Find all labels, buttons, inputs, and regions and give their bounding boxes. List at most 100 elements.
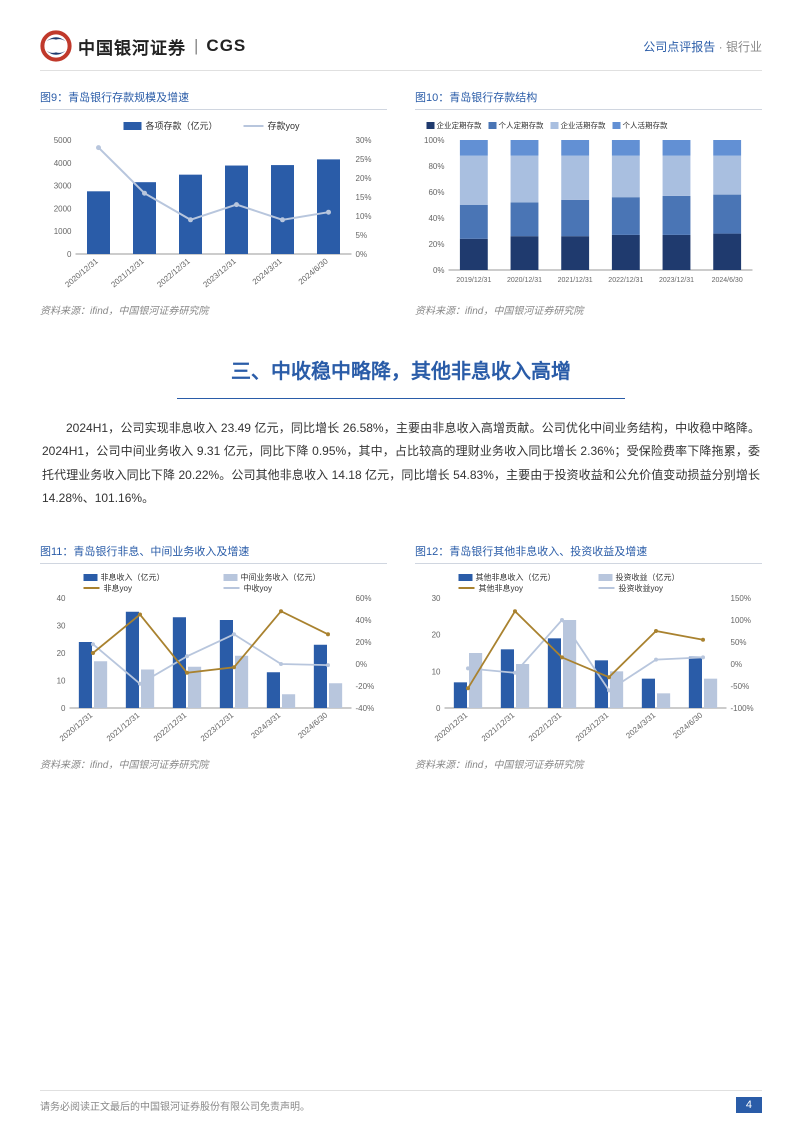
svg-text:个人定期存款: 个人定期存款 [499, 120, 544, 130]
chart10-title: 图10：青岛银行存款结构 [415, 89, 762, 110]
svg-text:150%: 150% [731, 594, 751, 603]
svg-text:2020/12/31: 2020/12/31 [63, 256, 100, 289]
svg-text:2021/12/31: 2021/12/31 [105, 710, 142, 743]
report-type: 公司点评报告 [643, 40, 715, 54]
svg-text:2024/6/30: 2024/6/30 [712, 277, 743, 284]
page-number: 4 [736, 1097, 762, 1113]
svg-text:5%: 5% [356, 231, 368, 240]
svg-text:20%: 20% [428, 240, 444, 249]
svg-text:2023/12/31: 2023/12/31 [201, 256, 238, 289]
svg-text:100%: 100% [731, 616, 751, 625]
chart10-svg: 企业定期存款 个人定期存款 企业活期存款 个人活期存款 0% 20% 40% 60% 80% 10… [415, 118, 762, 298]
svg-text:50%: 50% [731, 638, 747, 647]
svg-text:2024/3/31: 2024/3/31 [251, 256, 284, 286]
svg-text:10%: 10% [356, 212, 372, 221]
svg-text:非息yoy: 非息yoy [104, 583, 132, 593]
svg-text:0%: 0% [356, 660, 368, 669]
logo-text: 中国银河证券 [78, 34, 186, 59]
svg-text:60%: 60% [428, 188, 444, 197]
svg-text:企业活期存款: 企业活期存款 [561, 120, 606, 130]
chart11-title: 图11：青岛银行非息、中间业务收入及增速 [40, 543, 387, 564]
svg-text:30: 30 [57, 621, 66, 630]
logo-separator: | [194, 36, 198, 56]
svg-text:企业定期存款: 企业定期存款 [437, 120, 482, 130]
chart11-source: 资料来源：ifind，中国银河证券研究院 [40, 756, 387, 771]
svg-text:20: 20 [57, 649, 66, 658]
svg-text:2024/3/31: 2024/3/31 [249, 710, 282, 740]
logo-area: 中国银河证券 | CGS [40, 30, 246, 62]
chart11-box: 图11：青岛银行非息、中间业务收入及增速 非息收入（亿元）中间业务收入（亿元）非… [40, 543, 387, 771]
svg-text:各项存款（亿元）: 各项存款（亿元） [146, 120, 218, 131]
svg-text:-40%: -40% [356, 704, 375, 713]
svg-text:投资收益yoy: 投资收益yoy [619, 583, 663, 593]
logo-cgs: CGS [206, 36, 246, 56]
chart9-svg: 各项存款（亿元）存款yoy0100020003000400050000%5%10… [40, 118, 387, 298]
chart12-box: 图12：青岛银行其他非息收入、投资收益及增速 其他非息收入（亿元） 投资收益（亿元… [415, 543, 762, 771]
svg-text:0%: 0% [433, 266, 445, 275]
svg-text:投资收益（亿元）: 投资收益（亿元） [616, 572, 680, 582]
svg-text:非息收入（亿元）: 非息收入（亿元） [101, 572, 165, 582]
svg-text:4000: 4000 [54, 159, 72, 168]
svg-text:15%: 15% [356, 193, 372, 202]
svg-text:2020/12/31: 2020/12/31 [58, 710, 95, 743]
svg-text:-50%: -50% [731, 682, 750, 691]
svg-text:80%: 80% [428, 162, 444, 171]
svg-text:40: 40 [57, 594, 66, 603]
section-title: 三、中收稳中略降，其他非息收入高增 [231, 355, 571, 384]
svg-text:2021/12/31: 2021/12/31 [558, 277, 593, 284]
svg-text:0%: 0% [356, 250, 368, 259]
section-underline [177, 398, 625, 399]
svg-text:2020/12/31: 2020/12/31 [507, 277, 542, 284]
svg-text:20%: 20% [356, 174, 372, 183]
footer: 请务必阅读正文最后的中国银河证券股份有限公司免责声明。 4 [40, 1090, 762, 1113]
svg-text:3000: 3000 [54, 182, 72, 191]
svg-text:30: 30 [432, 594, 441, 603]
svg-text:10: 10 [57, 676, 66, 685]
svg-text:10: 10 [432, 667, 441, 676]
svg-text:0: 0 [61, 704, 66, 713]
svg-text:2024/6/30: 2024/6/30 [297, 256, 330, 286]
chart12-title: 图12：青岛银行其他非息收入、投资收益及增速 [415, 543, 762, 564]
svg-text:2023/12/31: 2023/12/31 [199, 710, 236, 743]
chart12-source: 资料来源：ifind，中国银河证券研究院 [415, 756, 762, 771]
chart9-source: 资料来源：ifind，中国银河证券研究院 [40, 302, 387, 317]
svg-text:20%: 20% [356, 638, 372, 647]
svg-text:5000: 5000 [54, 136, 72, 145]
cgs-logo-icon [40, 30, 72, 62]
svg-text:-100%: -100% [731, 704, 754, 713]
chart10-box: 图10：青岛银行存款结构 企业定期存款 个人定期存款 企业活期存款 个人活期存款 0% 2… [415, 89, 762, 317]
svg-text:2024/6/30: 2024/6/30 [671, 710, 704, 740]
svg-text:2022/12/31: 2022/12/31 [155, 256, 192, 289]
chart11-svg: 非息收入（亿元）中间业务收入（亿元）非息yoy中收yoy010203040-40… [40, 572, 387, 752]
svg-text:2022/12/31: 2022/12/31 [152, 710, 189, 743]
svg-text:存款yoy: 存款yoy [268, 120, 301, 131]
chart12-svg: 其他非息收入（亿元） 投资收益（亿元） 其他非息yoy 投资收益yoy 0 10 20 30 -… [415, 572, 762, 752]
sector: 银行业 [726, 40, 762, 54]
svg-text:0: 0 [436, 704, 441, 713]
svg-text:2020/12/31: 2020/12/31 [433, 710, 470, 743]
svg-text:30%: 30% [356, 136, 372, 145]
svg-text:40%: 40% [356, 616, 372, 625]
section-title-wrap: 三、中收稳中略降，其他非息收入高增 [40, 355, 762, 399]
svg-text:1000: 1000 [54, 227, 72, 236]
svg-text:个人活期存款: 个人活期存款 [623, 120, 668, 130]
svg-text:2000: 2000 [54, 204, 72, 213]
section-body: 2024H1，公司实现非息收入 23.49 亿元，同比增长 26.58%，主要由… [40, 417, 762, 511]
disclaimer: 请务必阅读正文最后的中国银河证券股份有限公司免责声明。 [40, 1098, 310, 1113]
svg-text:其他非息收入（亿元）: 其他非息收入（亿元） [476, 572, 556, 582]
chart9-box: 图9：青岛银行存款规模及增速 各项存款（亿元）存款yoy010002000300… [40, 89, 387, 317]
svg-text:100%: 100% [424, 136, 444, 145]
chart10-source: 资料来源：ifind，中国银河证券研究院 [415, 302, 762, 317]
svg-text:2021/12/31: 2021/12/31 [480, 710, 517, 743]
page-header: 中国银河证券 | CGS 公司点评报告 · 银行业 [40, 30, 762, 71]
header-right: 公司点评报告 · 银行业 [643, 38, 762, 55]
svg-text:25%: 25% [356, 155, 372, 164]
svg-text:其他非息yoy: 其他非息yoy [479, 583, 523, 593]
svg-text:2023/12/31: 2023/12/31 [659, 277, 694, 284]
svg-text:2024/3/31: 2024/3/31 [624, 710, 657, 740]
svg-text:60%: 60% [356, 594, 372, 603]
svg-text:20: 20 [432, 630, 441, 639]
svg-text:2021/12/31: 2021/12/31 [109, 256, 146, 289]
chart9-title: 图9：青岛银行存款规模及增速 [40, 89, 387, 110]
svg-text:40%: 40% [428, 214, 444, 223]
